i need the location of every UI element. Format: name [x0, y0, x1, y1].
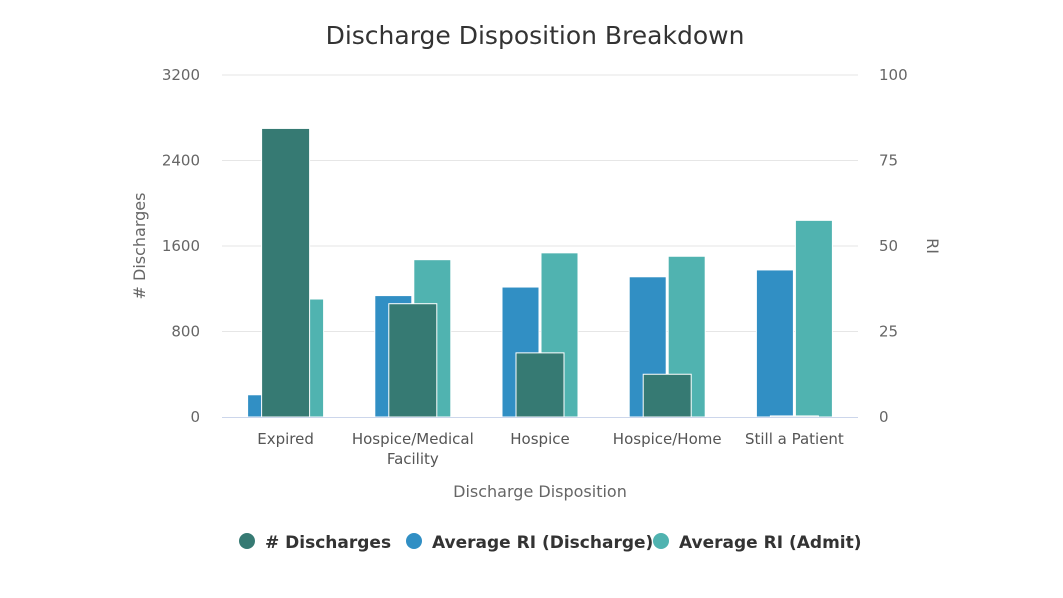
category-label: Expired — [257, 430, 314, 448]
bar-avg-ri-admit — [794, 219, 833, 418]
left-tick-label: 800 — [171, 323, 200, 341]
gridlines — [222, 74, 858, 332]
right-tick-label: 100 — [879, 66, 908, 84]
x-axis-title: Discharge Disposition — [453, 482, 627, 501]
legend-marker — [406, 533, 422, 549]
chart-title: Discharge Disposition Breakdown — [326, 21, 745, 50]
bars — [247, 127, 833, 418]
legend-item-label[interactable]: Average RI (Discharge) — [432, 533, 653, 553]
bar-discharges — [261, 127, 311, 418]
category-label: Hospice — [510, 430, 569, 448]
right-axis-title: RI — [923, 238, 942, 254]
bar-discharges — [515, 352, 565, 418]
right-axis-ticks: 0 25 50 75 100 — [879, 66, 908, 426]
category-label: Hospice/Medical Facility — [352, 430, 474, 468]
left-tick-label: 0 — [190, 408, 200, 426]
legend-marker — [653, 533, 669, 549]
bar-discharges — [388, 303, 438, 418]
legend-item-label[interactable]: Average RI (Admit) — [679, 533, 862, 553]
left-axis-title: # Discharges — [130, 193, 149, 300]
legend-item-label[interactable]: # Discharges — [265, 533, 391, 553]
right-tick-label: 75 — [879, 152, 898, 170]
category-labels: Expired Hospice/Medical Facility Hospice Hos… — [257, 430, 844, 468]
bar-avg-ri-discharge — [755, 269, 794, 418]
legend-marker — [239, 533, 255, 549]
legend: # Discharges Average RI (Discharge) Averag… — [239, 533, 862, 553]
right-tick-label: 25 — [879, 323, 898, 341]
right-tick-label: 0 — [879, 408, 889, 426]
left-tick-label: 2400 — [162, 152, 200, 170]
left-tick-label: 1600 — [162, 237, 200, 255]
category-label: Hospice/Home — [613, 430, 722, 448]
left-tick-label: 3200 — [162, 66, 200, 84]
right-tick-label: 50 — [879, 237, 898, 255]
bar-discharges — [642, 373, 692, 418]
category-label: Still a Patient — [745, 430, 844, 448]
left-axis-ticks: 0 800 1600 2400 3200 — [162, 66, 200, 426]
bar-discharges — [769, 415, 819, 418]
